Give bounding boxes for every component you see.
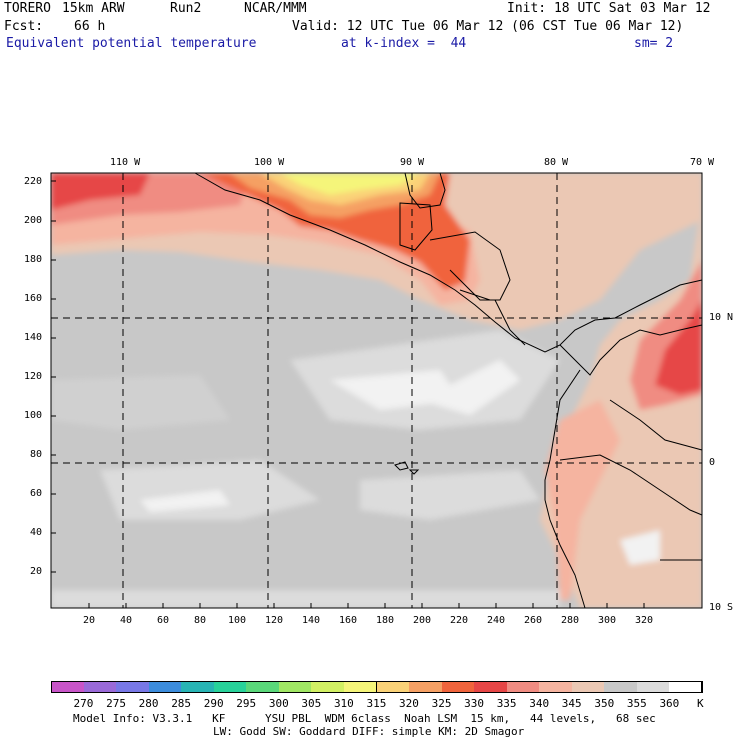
smoothing-info: sm= 2 <box>634 36 674 51</box>
colorbar-tick-label: 275 <box>106 697 126 710</box>
level-info: at k-index = 44 <box>341 36 467 51</box>
colorbar-tick-label: 330 <box>464 697 485 710</box>
colorbar-tick-label: 350 <box>594 697 615 710</box>
physics-info: LW: Godd SW: Goddard DIFF: simple KM: 2D… <box>213 725 525 738</box>
grid-x-label: 280 <box>561 615 580 626</box>
colorbar-frame <box>51 681 702 693</box>
colorbar-tick-label: 355 <box>626 697 647 710</box>
colorbar-tick-label: 340 <box>529 697 550 710</box>
colorbar-swatch <box>669 681 703 693</box>
grid-x-label: 60 <box>157 615 170 626</box>
lat-label-10s: 10 S <box>709 602 734 613</box>
grid-x-label: 180 <box>376 615 395 626</box>
grid-x-label: 100 <box>228 615 247 626</box>
model-info: Model Info: V3.3.1 KF YSU PBL WDM 6class… <box>73 712 656 725</box>
colorbar-tick-label: 345 <box>561 697 582 710</box>
colorbar-tick-label: 290 <box>203 697 224 710</box>
lon-label-100w: 100 W <box>254 157 285 168</box>
grid-y-label: 120 <box>24 371 43 382</box>
grid-x-label: 320 <box>635 615 654 626</box>
model-resolution: 15km ARW <box>62 1 125 16</box>
grid-y-label: 140 <box>24 332 43 343</box>
colorbar-tick-label: 320 <box>399 697 419 710</box>
grid-x-label: 120 <box>265 615 284 626</box>
colorbar-tick-label: 295 <box>236 697 257 710</box>
lon-label-110w: 110 W <box>110 157 141 168</box>
grid-x-label: 200 <box>413 615 432 626</box>
grid-y-label: 220 <box>24 176 43 187</box>
forecast-label: Fcst: <box>4 19 44 34</box>
colorbar-tick-label: 285 <box>171 697 192 710</box>
coastlines <box>194 172 703 609</box>
init-time: Init: 18 UTC Sat 03 Mar 12 <box>507 1 711 16</box>
grid-y-label: 20 <box>30 566 43 577</box>
grid-x-label: 160 <box>339 615 358 626</box>
grid-x-label: 220 <box>450 615 469 626</box>
colorbar-tick-label: 325 <box>431 697 452 710</box>
model-name: TORERO <box>4 1 51 16</box>
grid-y-label: 80 <box>30 449 43 460</box>
colorbar-tick-label: 300 <box>268 697 289 710</box>
colorbar-tick-label: 360 <box>659 697 680 710</box>
shaded-field <box>51 173 702 608</box>
lat-label-10n: 10 N <box>709 312 734 323</box>
colorbar-tick-label: 335 <box>496 697 517 710</box>
graticule <box>51 173 702 608</box>
run-label: Run2 <box>170 1 202 16</box>
grid-y-label: 200 <box>24 215 43 226</box>
field-name: Equivalent potential temperature <box>6 36 257 51</box>
grid-x-label: 240 <box>487 615 506 626</box>
map-frame <box>50 172 703 609</box>
lon-label-80w: 80 W <box>544 157 569 168</box>
grid-y-label: 160 <box>24 293 43 304</box>
valid-time: Valid: 12 UTC Tue 06 Mar 12 (06 CST Tue … <box>292 19 684 34</box>
colorbar-unit: K <box>697 697 704 710</box>
colorbar-tick-label: 305 <box>301 697 322 710</box>
colorbar-tick-label: 310 <box>333 697 354 710</box>
grid-y-label: 180 <box>24 254 43 265</box>
grid-y-label: 60 <box>30 488 43 499</box>
grid-x-label: 300 <box>598 615 617 626</box>
grid-y-label: 40 <box>30 527 43 538</box>
lon-label-90w: 90 W <box>400 157 425 168</box>
colorbar-tick-label: 270 <box>73 697 94 710</box>
colorbar-tick-label: 315 <box>366 697 387 710</box>
lon-label-70w: 70 W <box>690 157 715 168</box>
tick-marks <box>51 180 645 608</box>
colorbar-tick-label: 280 <box>138 697 159 710</box>
grid-y-label: 100 <box>24 410 43 421</box>
grid-x-label: 80 <box>194 615 207 626</box>
grid-x-label: 140 <box>302 615 321 626</box>
lat-label-0: 0 <box>709 457 716 468</box>
grid-x-label: 260 <box>524 615 543 626</box>
forecast-hours: 66 h <box>74 19 106 34</box>
grid-x-label: 20 <box>83 615 96 626</box>
org-label: NCAR/MMM <box>244 1 307 16</box>
grid-x-label: 40 <box>120 615 133 626</box>
